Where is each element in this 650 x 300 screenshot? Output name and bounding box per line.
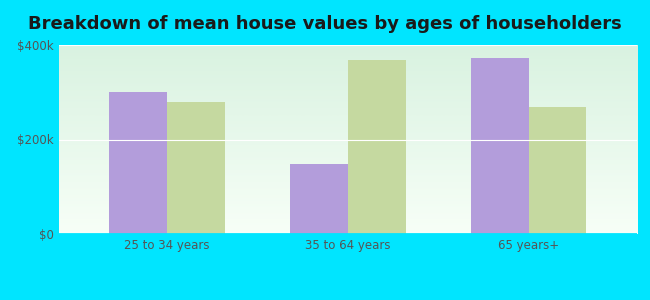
Bar	[290, 164, 348, 234]
Bar	[109, 92, 167, 234]
Bar	[167, 102, 225, 234]
Bar	[471, 58, 528, 234]
Text: Breakdown of mean house values by ages of householders: Breakdown of mean house values by ages o…	[28, 15, 622, 33]
Bar	[528, 107, 586, 234]
Bar	[348, 60, 406, 234]
